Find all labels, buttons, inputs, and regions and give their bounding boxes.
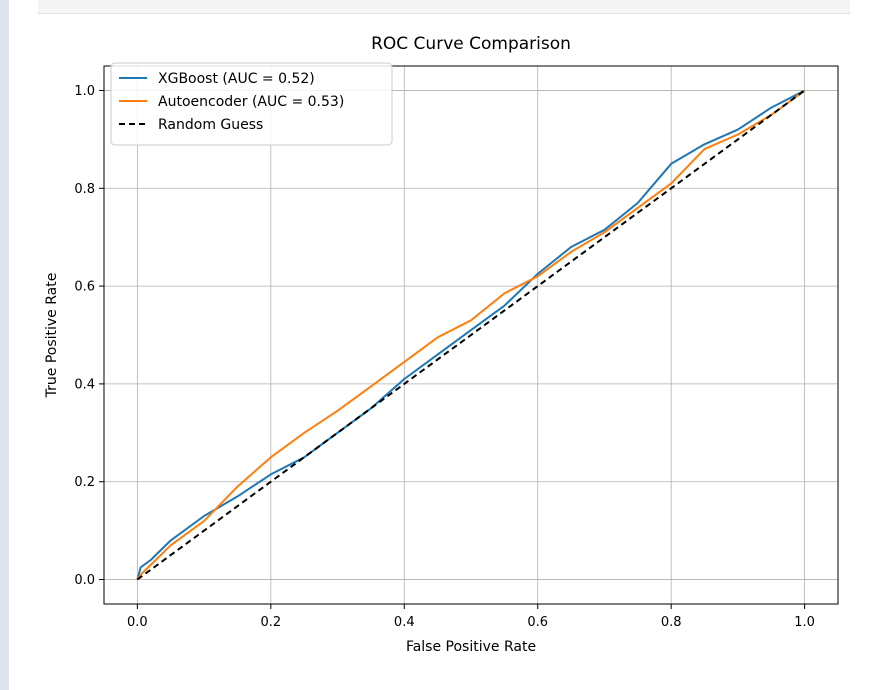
x-tick-label: 0.8 [661, 615, 682, 630]
y-tick-label: 1.0 [74, 84, 95, 99]
roc-figure: ROC Curve Comparison 0.0 0.2 0.4 0.6 0.8 1.0 … [10, 14, 872, 690]
x-tick-label: 0.0 [127, 615, 148, 630]
legend-label-0: XGBoost (AUC = 0.52) [158, 71, 315, 87]
y-tick-label: 0.0 [74, 573, 95, 588]
left-gutter [0, 0, 9, 690]
top-output-strip [38, 0, 850, 14]
chart-legend: XGBoost (AUC = 0.52) Autoencoder (AUC = 0… [110, 62, 393, 146]
x-tick-label: 1.0 [794, 615, 815, 630]
legend-label-2: Random Guess [158, 117, 263, 133]
chart-title: ROC Curve Comparison [371, 34, 571, 54]
roc-chart: ROC Curve Comparison 0.0 0.2 0.4 0.6 0.8 1.0 … [44, 34, 839, 655]
y-tick-label: 0.2 [74, 475, 95, 490]
y-axis-ticks: 0.0 0.2 0.4 0.6 0.8 1.0 [74, 84, 104, 588]
y-axis-label: True Positive Rate [44, 273, 60, 399]
y-tick-label: 0.8 [74, 182, 95, 197]
series-line-2 [136, 89, 806, 581]
y-tick-label: 0.4 [74, 377, 95, 392]
x-axis-ticks: 0.0 0.2 0.4 0.6 0.8 1.0 [127, 604, 815, 630]
x-tick-label: 0.2 [260, 615, 281, 630]
x-tick-label: 0.4 [394, 615, 415, 630]
series-lines [136, 89, 806, 581]
plot-frame [103, 65, 839, 605]
legend-box [110, 62, 393, 146]
x-axis-label: False Positive Rate [406, 639, 536, 655]
x-tick-label: 0.6 [527, 615, 548, 630]
y-tick-label: 0.6 [74, 280, 95, 295]
series-line-0 [136, 89, 806, 580]
legend-label-1: Autoencoder (AUC = 0.53) [158, 94, 344, 110]
series-line-1 [136, 89, 806, 581]
